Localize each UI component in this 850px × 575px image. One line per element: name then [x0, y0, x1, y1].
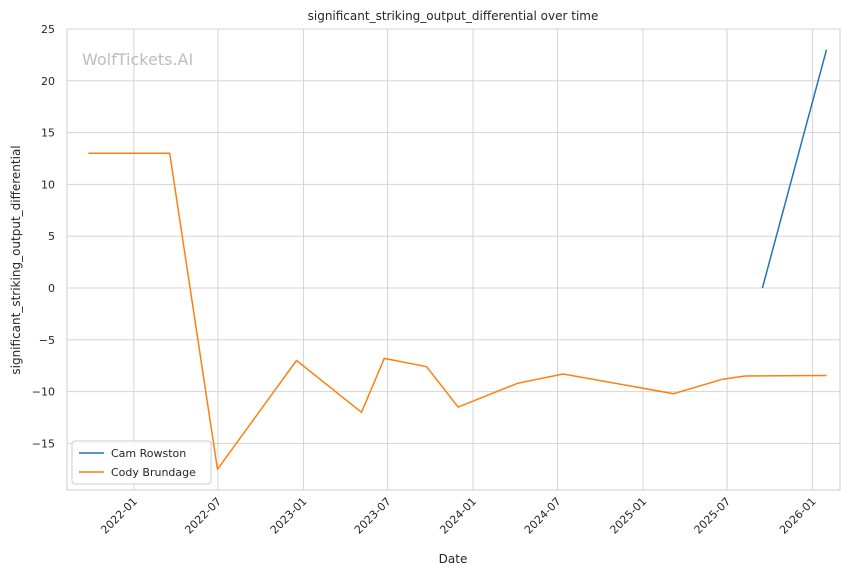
chart-title: significant_striking_output_differential…: [308, 9, 599, 23]
y-tick-label: 10: [41, 178, 55, 191]
legend-label-cody-brundage: Cody Brundage: [111, 466, 196, 479]
y-tick-label: 15: [41, 127, 55, 140]
y-tick-label: −15: [32, 437, 55, 450]
x-tick-label: 2022-01: [98, 495, 140, 537]
x-tick-label: 2025-01: [607, 495, 649, 537]
x-tick-label: 2022-07: [182, 495, 224, 537]
x-tick-label: 2026-01: [777, 495, 819, 537]
y-tick-label: 25: [41, 23, 55, 36]
x-axis-label: Date: [439, 552, 468, 566]
y-tick-label: −10: [32, 386, 55, 399]
x-tick-label: 2023-07: [352, 495, 394, 537]
y-tick-label: −5: [39, 334, 55, 347]
legend-box: [71, 440, 212, 485]
series-line-cody-brundage: [88, 152, 827, 471]
plot-area: [66, 28, 841, 491]
watermark: WolfTickets.AI: [82, 50, 193, 69]
y-axis-label: significant_striking_output_differential: [9, 145, 23, 374]
grid: [67, 28, 840, 490]
legend-label-cam-rowston: Cam Rowston: [111, 447, 186, 460]
y-tick-label: 0: [48, 282, 55, 295]
legend: Cam Rowston Cody Brundage: [71, 440, 212, 485]
series-lines: [88, 49, 828, 471]
y-tick-label: 20: [41, 75, 55, 88]
x-tick-label: 2025-07: [692, 495, 734, 537]
x-tick-label: 2024-01: [437, 495, 479, 537]
y-axis-ticks: −15 −10 −5 0 5 10 15 20 25: [32, 23, 55, 450]
series-line-cam-rowston: [761, 49, 828, 289]
x-tick-label: 2023-01: [268, 495, 310, 537]
x-tick-label: 2024-07: [522, 495, 564, 537]
x-axis-ticks: 2022-01 2022-07 2023-01 2023-07 2024-01 2024-…: [98, 495, 818, 537]
y-tick-label: 5: [48, 230, 55, 243]
